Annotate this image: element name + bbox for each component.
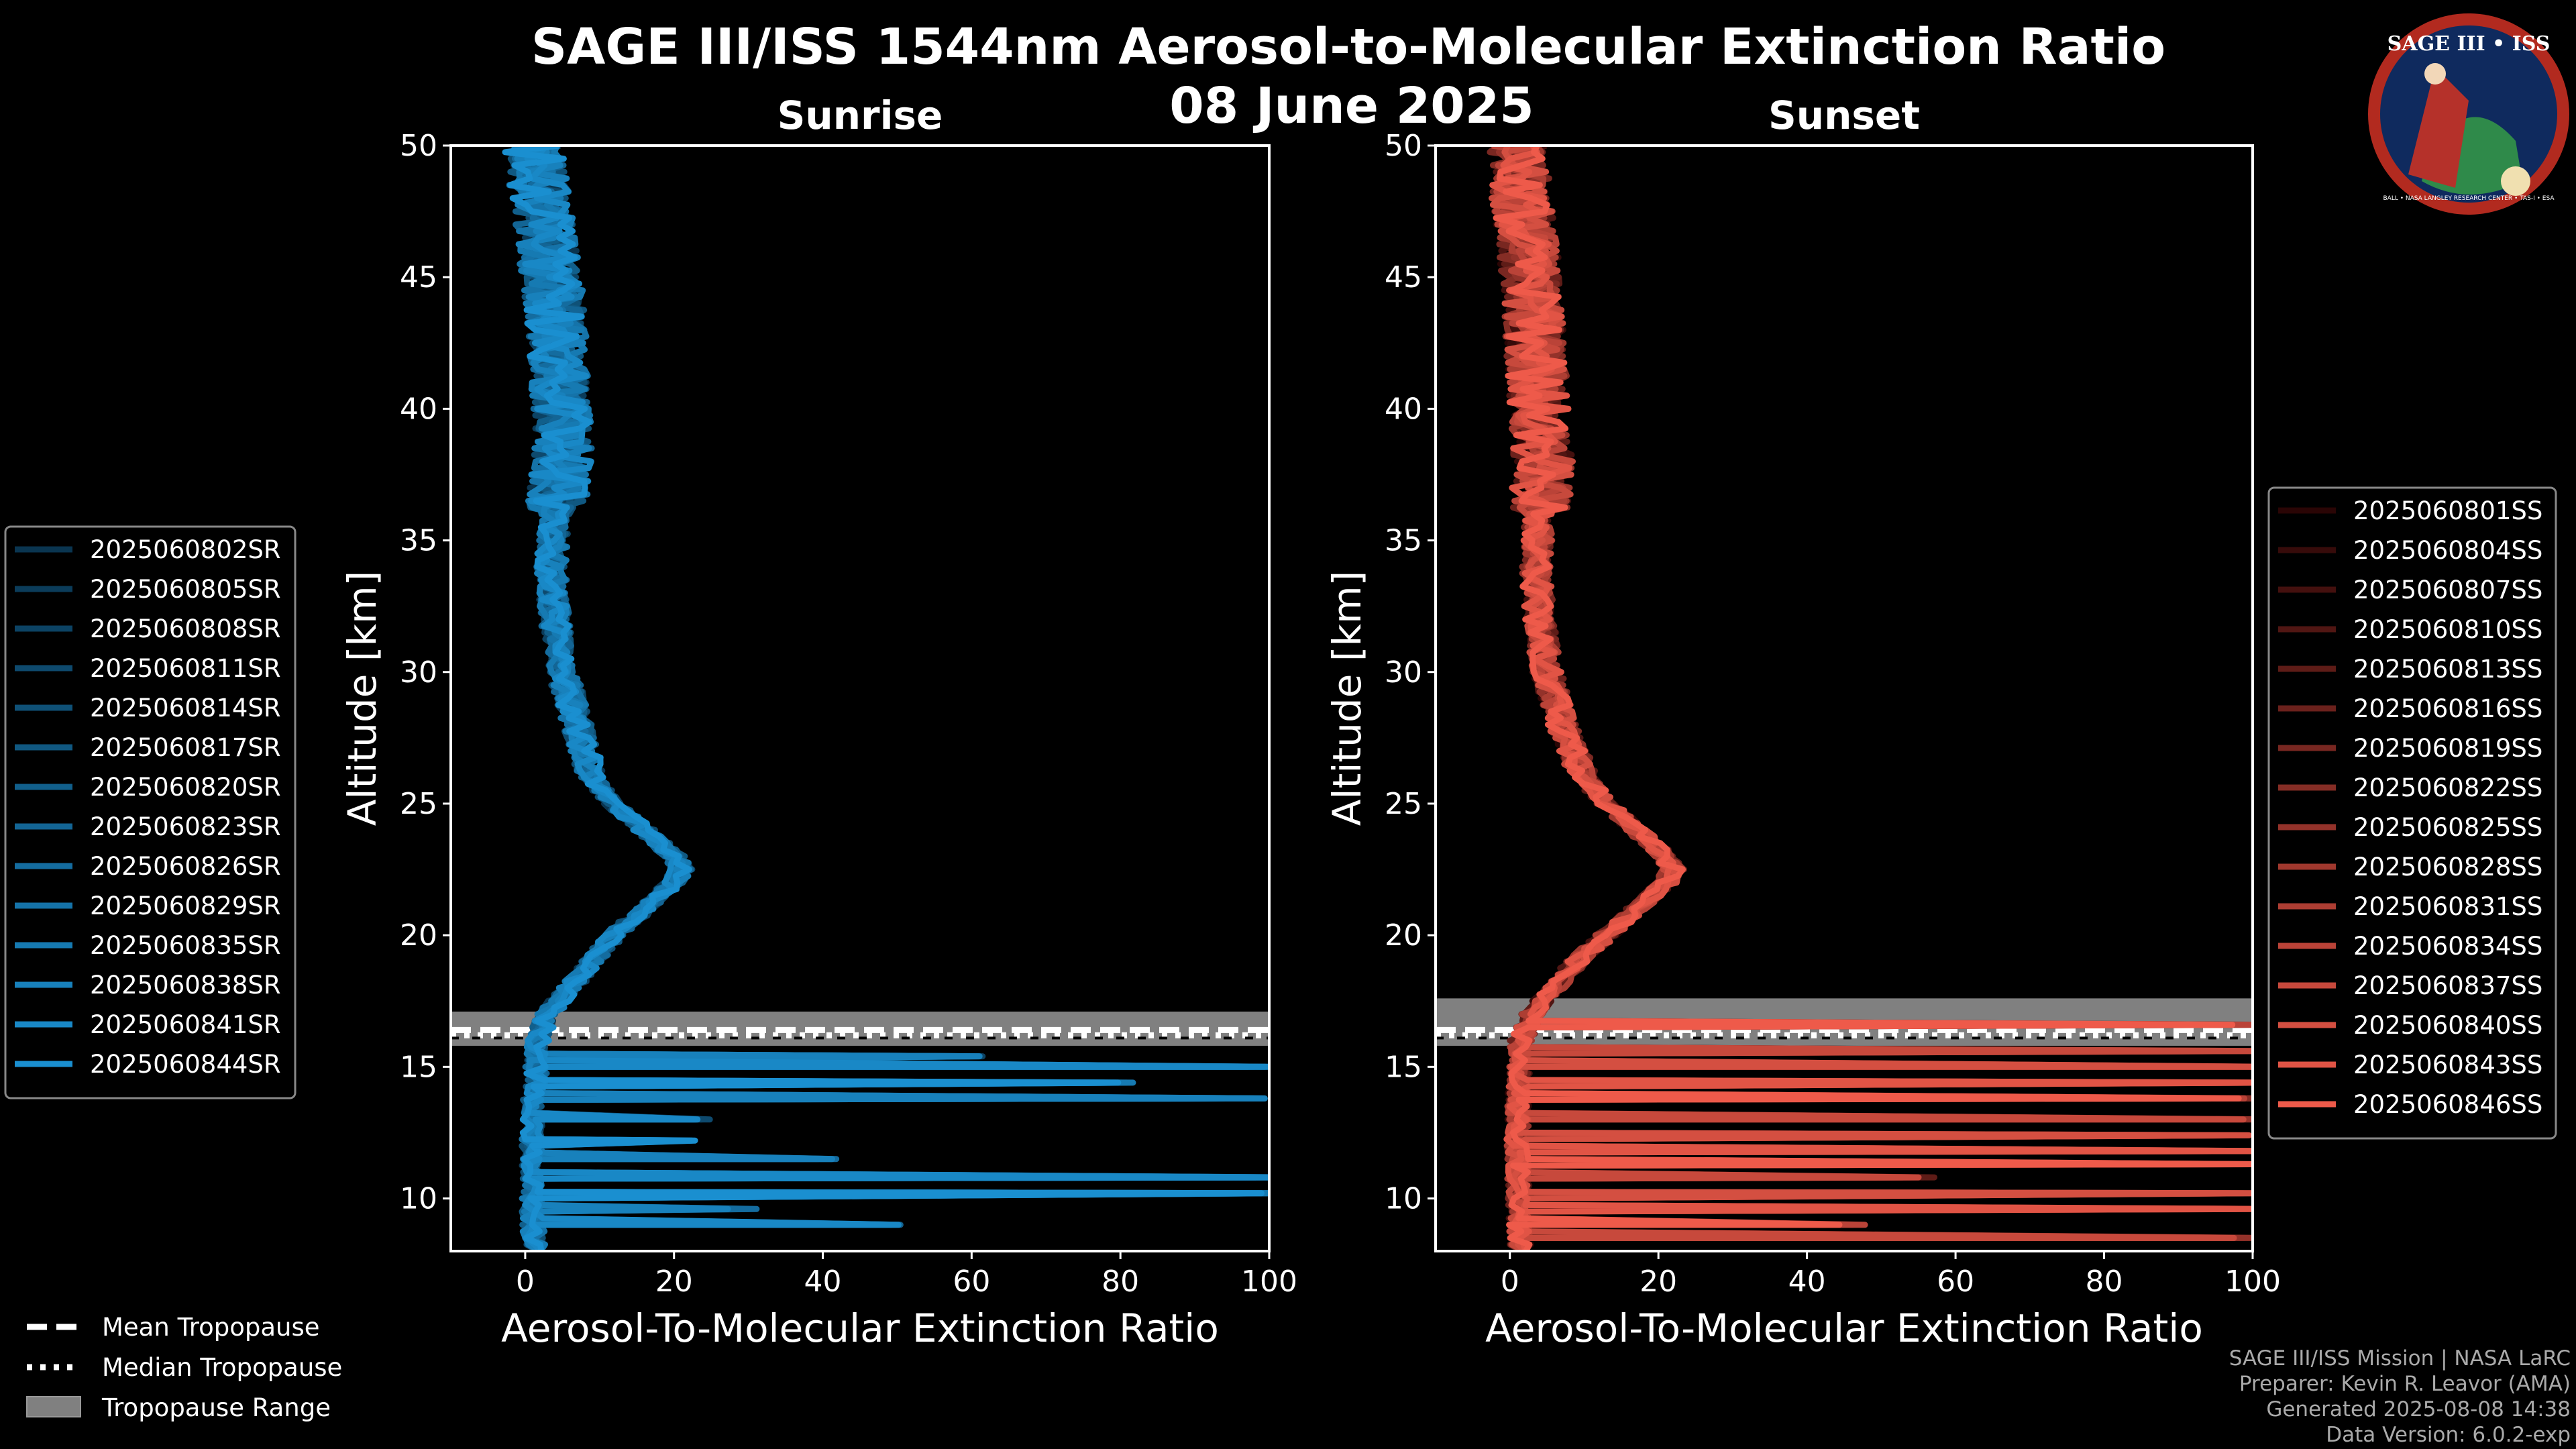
legend-entry: 2025060838SR bbox=[90, 971, 281, 1000]
legend-entry: 2025060805SR bbox=[90, 575, 281, 604]
x-tick-label: 100 bbox=[2224, 1265, 2281, 1299]
x-tick-label: 0 bbox=[1501, 1265, 1519, 1299]
tropopause-range-swatch bbox=[26, 1396, 81, 1417]
legend-frame bbox=[4, 525, 297, 1099]
profile-2025060846SS bbox=[1493, 146, 2253, 1251]
legend-frame bbox=[2267, 486, 2557, 1140]
x-tick-label: 20 bbox=[1640, 1265, 1677, 1299]
y-tick-label: 45 bbox=[1385, 260, 1422, 294]
x-axis-label: Aerosol-To-Molecular Extinction Ratio bbox=[1485, 1305, 2203, 1351]
tropopause-legend: Mean Tropopause Median Tropopause Tropop… bbox=[26, 1313, 342, 1422]
y-tick-label: 30 bbox=[400, 655, 437, 690]
y-tick-label: 35 bbox=[400, 524, 437, 558]
credits-block: SAGE III/ISS Mission | NASA LaRC Prepare… bbox=[2229, 1346, 2571, 1447]
y-tick-label: 20 bbox=[1385, 918, 1422, 953]
y-tick-label: 40 bbox=[1385, 392, 1422, 426]
logo-ring-text: BALL • NASA LANGLEY RESEARCH CENTER • TA… bbox=[2383, 195, 2555, 202]
y-tick-label: 15 bbox=[1385, 1050, 1422, 1084]
legend-entry: 2025060802SR bbox=[90, 535, 281, 564]
y-axis-label: Altitude [km] bbox=[1324, 571, 1370, 826]
legend-entry: 2025060825SS bbox=[2353, 813, 2542, 842]
legend-entry: 2025060813SS bbox=[2353, 655, 2542, 684]
legend-entry: 2025060844SR bbox=[90, 1050, 281, 1079]
credit-line: Data Version: 6.0.2-exp bbox=[2326, 1423, 2571, 1447]
legend-entry: 2025060817SR bbox=[90, 733, 281, 762]
y-tick-label: 50 bbox=[400, 129, 437, 163]
x-tick-label: 40 bbox=[804, 1265, 842, 1299]
x-tick-label: 60 bbox=[953, 1265, 990, 1299]
logo-title: SAGE III • ISS bbox=[2387, 32, 2551, 56]
legend-entry: 2025060804SS bbox=[2353, 536, 2542, 565]
profile-2025060844SR bbox=[502, 146, 1265, 1251]
y-tick-label: 25 bbox=[1385, 787, 1422, 821]
y-tick-label: 45 bbox=[400, 260, 437, 294]
legend-entry: 2025060826SR bbox=[90, 852, 281, 881]
legend-entry: 2025060831SS bbox=[2353, 892, 2542, 921]
plot-area bbox=[451, 146, 1269, 1251]
x-tick-label: 0 bbox=[516, 1265, 535, 1299]
y-tick-label: 10 bbox=[1385, 1182, 1422, 1216]
y-tick-label: 35 bbox=[1385, 524, 1422, 558]
chart-panels: 0 20 40 60 80 100101520253035404550SunriseAer… bbox=[339, 93, 2281, 1351]
mean-tropopause-label: Mean Tropopause bbox=[102, 1313, 320, 1342]
legend-entry: 2025060835SR bbox=[90, 931, 281, 960]
legend-entry: 2025060801SS bbox=[2353, 496, 2542, 525]
legend-entry: 2025060819SS bbox=[2353, 734, 2542, 763]
x-tick-label: 100 bbox=[1241, 1265, 1297, 1299]
panel-title: Sunset bbox=[1768, 93, 1920, 138]
y-tick-label: 50 bbox=[1385, 129, 1422, 163]
legend-entry: 2025060829SR bbox=[90, 892, 281, 920]
y-tick-label: 15 bbox=[400, 1050, 437, 1084]
y-tick-label: 30 bbox=[1385, 655, 1422, 690]
legend-entry: 2025060837SS bbox=[2353, 971, 2542, 1000]
x-axis-label: Aerosol-To-Molecular Extinction Ratio bbox=[501, 1305, 1219, 1351]
figure-date: 08 June 2025 bbox=[1169, 77, 1534, 135]
legend-entry: 2025060828SS bbox=[2353, 853, 2542, 881]
legend-entry: 2025060810SS bbox=[2353, 615, 2542, 644]
legend-entry: 2025060823SR bbox=[90, 812, 281, 841]
y-tick-label: 25 bbox=[400, 787, 437, 821]
sunrise-legend: 2025060802SR 2025060805SR 2025060808SR 2025… bbox=[4, 525, 297, 1099]
sunset-legend: 2025060801SS 2025060804SS 2025060807SS 2025… bbox=[2267, 486, 2557, 1140]
legend-entry: 2025060820SR bbox=[90, 773, 281, 802]
panel-sunrise: 0 20 40 60 80 100 10 15 20 25 30 35 40 45 50 Sunrise Aer… bbox=[339, 93, 1297, 1351]
y-tick-label: 40 bbox=[400, 392, 437, 426]
legend-entry: 2025060834SS bbox=[2353, 932, 2542, 961]
panel-title: Sunrise bbox=[777, 93, 943, 138]
legend-entry: 2025060807SS bbox=[2353, 576, 2542, 604]
tropopause-range-label: Tropopause Range bbox=[101, 1393, 331, 1422]
legend-entry: 2025060811SR bbox=[90, 654, 281, 683]
median-tropopause-label: Median Tropopause bbox=[102, 1353, 342, 1382]
y-tick-label: 20 bbox=[400, 918, 437, 953]
legend-entry: 2025060843SS bbox=[2353, 1051, 2542, 1079]
legend-entry: 2025060814SR bbox=[90, 694, 281, 722]
legend-entry: 2025060840SS bbox=[2353, 1011, 2542, 1040]
chart-legends: 2025060802SR2025060805SR2025060808SR2025… bbox=[4, 486, 2557, 1140]
x-tick-label: 80 bbox=[1102, 1265, 1139, 1299]
credit-line: Generated 2025-08-08 14:38 bbox=[2266, 1397, 2571, 1421]
figure-title: SAGE III/ISS 1544nm Aerosol-to-Molecular… bbox=[531, 18, 2165, 76]
x-tick-label: 60 bbox=[1937, 1265, 1974, 1299]
legend-entry: 2025060846SS bbox=[2353, 1090, 2542, 1119]
plot-area bbox=[1436, 146, 2253, 1251]
x-tick-label: 20 bbox=[655, 1265, 693, 1299]
credit-line: SAGE III/ISS Mission | NASA LaRC bbox=[2229, 1346, 2571, 1371]
profile-2025060843SS bbox=[1489, 146, 2253, 1251]
panel-sunset: 0 20 40 60 80 100 10 15 20 25 30 35 40 45 50 Sunset Aero… bbox=[1324, 93, 2281, 1351]
y-axis-label: Altitude [km] bbox=[339, 571, 385, 826]
y-tick-label: 10 bbox=[400, 1182, 437, 1216]
legend-entry: 2025060841SR bbox=[90, 1010, 281, 1039]
legend-entry: 2025060822SS bbox=[2353, 773, 2542, 802]
sage-logo: SAGE III • ISS BALL • NASA LANGLEY RESEA… bbox=[2368, 13, 2569, 215]
legend-entry: 2025060808SR bbox=[90, 614, 281, 643]
x-tick-label: 80 bbox=[2086, 1265, 2123, 1299]
legend-entry: 2025060816SS bbox=[2353, 694, 2542, 723]
axes-frame bbox=[449, 144, 1271, 1252]
x-tick-label: 40 bbox=[1788, 1265, 1826, 1299]
axes-frame bbox=[1434, 144, 2254, 1252]
credit-line: Preparer: Kevin R. Leavor (AMA) bbox=[2239, 1372, 2571, 1396]
